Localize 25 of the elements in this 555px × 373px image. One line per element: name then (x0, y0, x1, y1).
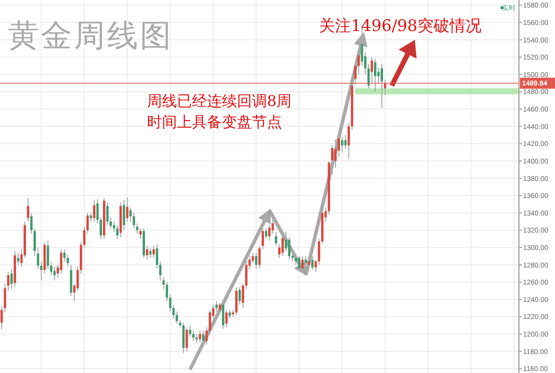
candlestick (126, 196, 128, 222)
candlestick (298, 256, 300, 272)
candlestick (188, 324, 192, 338)
candlestick (262, 228, 264, 250)
candlestick (311, 256, 314, 271)
candlestick (63, 248, 66, 262)
candlestick (380, 64, 383, 109)
candlestick (255, 252, 258, 269)
candlestick (340, 136, 344, 153)
text: 黄金周线图 (8, 18, 173, 54)
candlestick (93, 199, 96, 222)
candlestick (264, 228, 268, 240)
candlestick (294, 254, 298, 266)
candlestick (281, 234, 284, 257)
candlestick (218, 302, 221, 314)
candlestick (344, 134, 347, 150)
candlestick (146, 245, 148, 260)
annotation: 周线已经连续回调8周时间上具备变盘节点 (147, 92, 292, 131)
candlestick (17, 252, 20, 266)
candlestick (152, 245, 155, 258)
annotation: 关注1496/98突破情况 (319, 16, 482, 35)
candlestick (235, 286, 238, 316)
candlestick (374, 58, 376, 92)
candlestick (60, 248, 62, 274)
candlestick (186, 326, 188, 352)
